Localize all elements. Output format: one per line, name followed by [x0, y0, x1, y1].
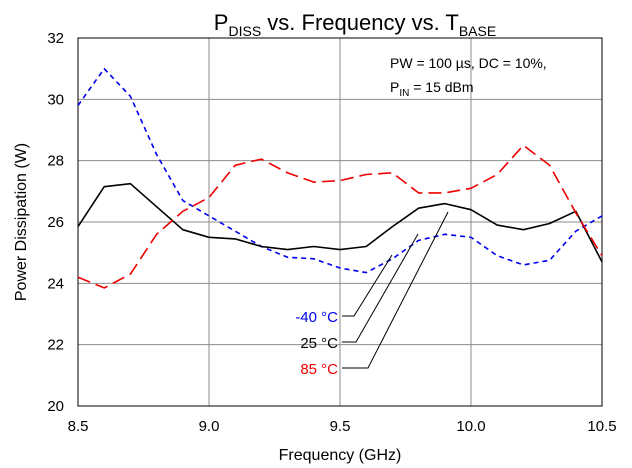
x-tick-label: 8.5 [68, 418, 89, 435]
y-tick-label: 22 [47, 337, 64, 354]
series-line-0 [77, 67, 603, 274]
y-tick-label: 28 [47, 153, 64, 170]
label-minus40: -40 °C [295, 309, 338, 326]
x-tick-label: 9.0 [199, 418, 220, 435]
y-tick-label: 30 [47, 91, 64, 108]
series-layer [77, 67, 603, 289]
label-25: 25 °C [300, 335, 338, 352]
y-tick-label: 24 [47, 275, 64, 292]
leader-line-25 [342, 233, 419, 343]
plot-area [77, 37, 603, 407]
tick-labels: 8.5 9.0 9.5 10.0 10.5 20 22 24 26 28 30 32 [47, 30, 616, 435]
series-line-1 [77, 182, 603, 263]
series-line-2 [77, 144, 603, 289]
x-tick-label: 9.5 [330, 418, 351, 435]
y-tick-label: 20 [47, 398, 64, 415]
y-tick-label: 32 [47, 30, 64, 47]
leader-line-minus40 [342, 254, 393, 317]
y-tick-label: 26 [47, 214, 64, 231]
leader-line-85 [342, 211, 449, 369]
x-tick-label: 10.0 [456, 418, 485, 435]
annotation-line2: PIN = 15 dBm [390, 79, 474, 99]
leader-lines [342, 211, 449, 369]
chart-title: PDISS vs. Frequency vs. TBASE [214, 10, 496, 39]
label-85: 85 °C [300, 361, 338, 378]
grid-lines [78, 38, 602, 406]
y-axis-label: Power Dissipation (W) [13, 143, 30, 301]
x-tick-label: 10.5 [587, 418, 616, 435]
x-axis-label: Frequency (GHz) [279, 447, 402, 464]
annotation-line1: PW = 100 µs, DC = 10%, [390, 55, 547, 71]
